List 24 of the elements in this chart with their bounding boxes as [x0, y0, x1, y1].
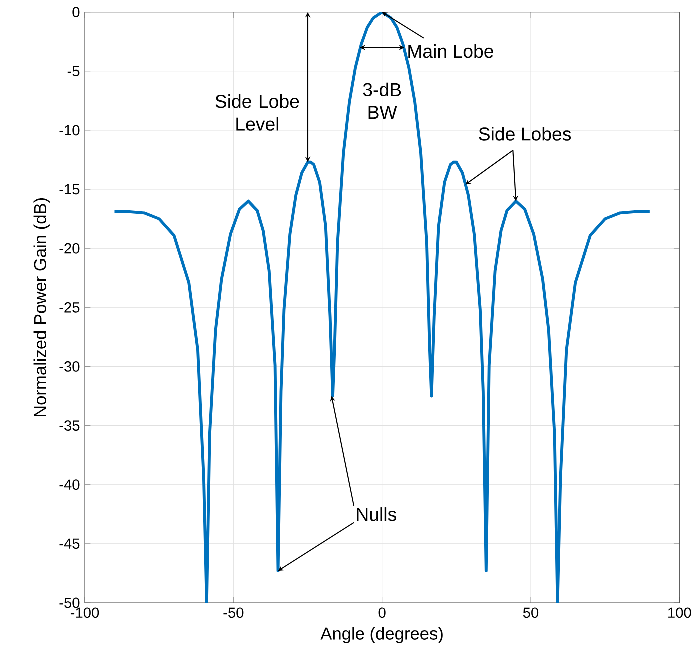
annotation: Side Lobes — [479, 127, 572, 141]
annotation: Side Lobe Level — [216, 94, 300, 131]
x-axis-title: Angle (degrees) — [320, 627, 443, 644]
y-tick-label: -35 — [60, 420, 80, 431]
annotation: Nulls — [357, 508, 396, 522]
y-tick-label: -50 — [60, 598, 80, 608]
x-tick-label: -50 — [224, 608, 244, 618]
x-tick-label: -100 — [70, 608, 100, 618]
y-tick-label: -45 — [60, 538, 80, 550]
y-tick-label: -25 — [60, 302, 80, 313]
y-tick-label: -10 — [60, 125, 80, 136]
y-tick-label: -15 — [60, 184, 80, 195]
line-series — [113, 12, 652, 603]
y-tick-label: -30 — [60, 362, 80, 372]
x-tick-label: 0 — [378, 608, 386, 618]
y-tick-label: 0 — [72, 7, 80, 18]
x-tick-label: 100 — [668, 608, 692, 618]
annotation: Main Lobe — [408, 44, 494, 58]
y-tick-label: -5 — [68, 66, 80, 77]
y-axis-title: Normalized Power Gain (dB) — [34, 198, 50, 417]
y-tick-label: -40 — [60, 480, 80, 490]
annotation: 3-dB BW — [363, 82, 402, 120]
x-tick-label: 50 — [523, 608, 539, 618]
y-tick-label: -20 — [60, 243, 80, 254]
